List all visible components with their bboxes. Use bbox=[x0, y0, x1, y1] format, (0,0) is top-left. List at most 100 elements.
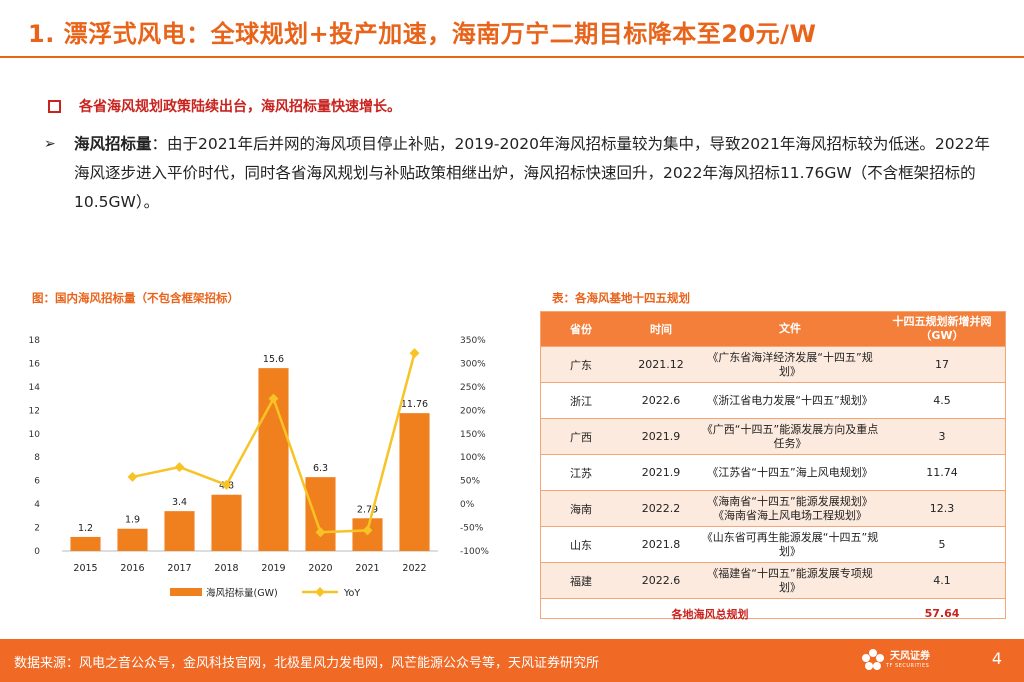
y-tick-label: 10 bbox=[29, 430, 41, 440]
key-point-text: 各省海风规划政策陆续出台，海风招标量快速增长。 bbox=[79, 99, 401, 115]
cell-capacity: 11.74 bbox=[926, 465, 958, 479]
bar-data-label: 2.79 bbox=[357, 504, 378, 515]
title-divider bbox=[0, 56, 1024, 58]
table-header-row: 省份 时间 文件 十四五规划新增并网（GW） bbox=[541, 312, 1005, 346]
x-tick-label: 2020 bbox=[308, 563, 332, 574]
logo-name: 天风证券 bbox=[890, 651, 930, 662]
table-row: 广西 2021.9 《广西“十四五”能源发展方向及重点任务》 3 bbox=[541, 418, 1005, 454]
bullet-label: 海风招标量 bbox=[74, 135, 152, 153]
legend-label-bar: 海风招标量(GW) bbox=[206, 587, 278, 599]
table-row: 福建 2022.6 《福建省“十四五”能源发展专项规划》 4.1 bbox=[541, 562, 1005, 598]
x-tick-label: 2015 bbox=[73, 563, 97, 574]
header-province: 省份 bbox=[570, 323, 592, 336]
y-tick-label: 8 bbox=[34, 453, 40, 463]
cell-capacity: 3 bbox=[938, 429, 946, 443]
table-row: 江苏 2021.9 《江苏省“十四五”海上风电规划》 11.74 bbox=[541, 454, 1005, 490]
x-tick-label: 2017 bbox=[167, 563, 191, 574]
table-caption: 表：各海风基地十四五规划 bbox=[552, 291, 690, 305]
cell-date: 2021.8 bbox=[641, 538, 681, 551]
cell-capacity: 17 bbox=[935, 357, 949, 371]
bar bbox=[305, 477, 336, 551]
y-tick-label: 4 bbox=[34, 500, 40, 510]
bar-data-label: 6.3 bbox=[313, 463, 328, 474]
bullet-paragraph: 海风招标量：由于2021年后并网的海风项目停止补贴，2019-2020年海风招标… bbox=[74, 130, 994, 217]
table-row: 广东 2021.12 《广东省海洋经济发展“十四五”规划》 17 bbox=[541, 346, 1005, 382]
x-tick-label: 2016 bbox=[120, 563, 144, 574]
cell-document: 《浙江省电力发展“十四五”规划》 bbox=[707, 393, 873, 407]
bar bbox=[399, 413, 430, 551]
yoy-point bbox=[174, 462, 185, 473]
footer-bar: 数据来源：风电之音公众号，金风科技官网，北极星风力发电网，风芒能源公众号等，天风… bbox=[0, 639, 1024, 682]
table-row: 浙江 2022.6 《浙江省电力发展“十四五”规划》 4.5 bbox=[541, 382, 1005, 418]
yoy-point bbox=[315, 527, 326, 538]
cell-date: 2021.9 bbox=[641, 466, 681, 479]
bar-data-label: 11.76 bbox=[401, 399, 428, 410]
yoy-point bbox=[221, 479, 232, 490]
cell-province: 广东 bbox=[570, 358, 592, 372]
legend-swatch-point bbox=[315, 587, 325, 597]
bar bbox=[164, 511, 195, 551]
bar-data-label: 1.2 bbox=[78, 523, 93, 534]
cell-province: 海南 bbox=[570, 502, 592, 516]
cell-capacity: 4.1 bbox=[933, 573, 951, 587]
cell-capacity: 4.5 bbox=[933, 393, 951, 407]
y2-tick-label: 200% bbox=[460, 406, 486, 416]
y2-tick-label: 0% bbox=[460, 500, 475, 510]
cell-capacity: 5 bbox=[938, 537, 946, 551]
square-bullet-icon bbox=[48, 99, 61, 113]
tender-volume-chart: 0 2 4 6 8 10 12 14 16 18 -100% -50% 0% 50% 100% 150% 200… bbox=[29, 336, 490, 599]
y2-tick-label: 250% bbox=[460, 383, 486, 393]
cell-province: 江苏 bbox=[570, 466, 592, 480]
bar-data-label: 1.9 bbox=[125, 515, 140, 526]
total-value: 57.64 bbox=[924, 607, 960, 620]
cell-province: 山东 bbox=[570, 538, 592, 552]
cell-province: 浙江 bbox=[570, 394, 592, 408]
cell-capacity: 12.3 bbox=[929, 501, 955, 515]
yoy-point bbox=[409, 348, 420, 359]
page-title: 1. 漂浮式风电：全球规划+投产加速，海南万宁二期目标降本至20元/W bbox=[28, 20, 817, 48]
y-tick-label: 16 bbox=[29, 359, 41, 369]
page-number: 4 bbox=[991, 649, 1002, 668]
cell-document: 《福建省“十四五”能源发展专项规划》 bbox=[707, 566, 873, 594]
x-tick-label: 2019 bbox=[261, 563, 285, 574]
y2-tick-label: 300% bbox=[460, 359, 486, 369]
x-tick-label: 2021 bbox=[355, 563, 379, 574]
y-tick-label: 0 bbox=[34, 547, 40, 557]
y2-tick-label: 350% bbox=[460, 336, 486, 346]
y2-tick-label: 150% bbox=[460, 430, 486, 440]
offshore-wind-plan-table: 省份 时间 文件 十四五规划新增并网（GW） 广东 2021.12 《广东省海洋… bbox=[540, 311, 1006, 621]
arrow-bullet-icon: ➢ bbox=[44, 136, 56, 152]
cell-province: 福建 bbox=[570, 574, 592, 588]
cell-province: 广西 bbox=[570, 430, 592, 444]
x-tick-label: 2018 bbox=[214, 563, 238, 574]
header-document: 文件 bbox=[779, 322, 801, 335]
cell-document: 《山东省可再生能源发展“十四五”规划》 bbox=[701, 530, 879, 558]
cell-document: 《广西“十四五”能源发展方向及重点任务》 bbox=[701, 422, 879, 450]
logo-subtitle: TF SECURITIES bbox=[886, 663, 930, 669]
brand-logo: 天风证券 TF SECURITIES bbox=[860, 647, 930, 673]
flower-logo-icon bbox=[862, 649, 884, 670]
legend-swatch-bar bbox=[170, 588, 202, 596]
cell-document: 《海南省“十四五”能源发展规划》《海南省海上风电场工程规划》 bbox=[707, 494, 873, 522]
table-row: 海南 2022.2 《海南省“十四五”能源发展规划》《海南省海上风电场工程规划》… bbox=[541, 490, 1005, 526]
total-label: 各地海风总规划 bbox=[671, 608, 749, 621]
y2-tick-label: 100% bbox=[460, 453, 486, 463]
bar-data-label: 15.6 bbox=[263, 354, 284, 365]
cell-document: 《广东省海洋经济发展“十四五”规划》 bbox=[707, 350, 873, 378]
y-tick-label: 2 bbox=[34, 524, 40, 534]
figure-caption: 图：国内海风招标量（不包含框架招标） bbox=[32, 291, 239, 305]
y-tick-label: 18 bbox=[29, 336, 41, 346]
cell-date: 2022.2 bbox=[641, 502, 681, 515]
cell-date: 2022.6 bbox=[641, 394, 681, 407]
bullet-text: ：由于2021年后并网的海风项目停止补贴，2019-2020年海风招标量较为集中… bbox=[74, 135, 990, 211]
y2-tick-label: -100% bbox=[460, 547, 489, 557]
y-tick-label: 6 bbox=[34, 477, 40, 487]
y2-tick-label: -50% bbox=[460, 524, 484, 534]
legend-label-line: YoY bbox=[343, 588, 360, 599]
bar bbox=[211, 494, 242, 551]
key-point: 各省海风规划政策陆续出台，海风招标量快速增长。 bbox=[48, 96, 401, 116]
y2-tick-label: 50% bbox=[460, 477, 480, 487]
source-note: 数据来源：风电之音公众号，金风科技官网，北极星风力发电网，风芒能源公众号等，天风… bbox=[14, 656, 600, 671]
cell-date: 2022.6 bbox=[641, 574, 681, 587]
x-tick-label: 2022 bbox=[402, 563, 426, 574]
